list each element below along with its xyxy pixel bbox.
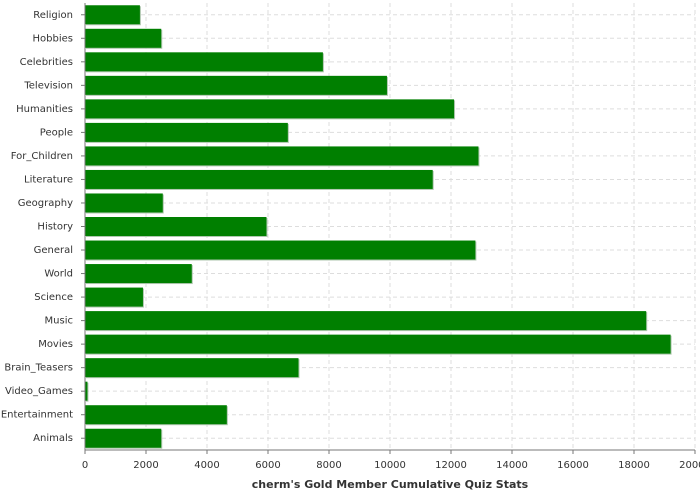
bar: [85, 311, 647, 331]
y-tick-label: Brain_Teasers: [4, 363, 73, 374]
y-tick-label: Religion: [33, 10, 73, 21]
y-tick-label: Science: [34, 292, 73, 303]
x-tick-label: 20000: [679, 460, 700, 471]
bar: [85, 193, 163, 213]
bar: [85, 5, 140, 25]
bar: [85, 75, 387, 95]
y-tick-label: Humanities: [16, 104, 73, 115]
bar: [85, 264, 192, 284]
x-tick-label: 12000: [435, 460, 467, 471]
bar: [85, 358, 299, 378]
y-tick-label: Animals: [33, 433, 73, 444]
y-tick-label: People: [40, 127, 73, 138]
x-axis-title: cherm's Gold Member Cumulative Quiz Stat…: [252, 478, 529, 491]
y-tick-label: Movies: [38, 339, 73, 350]
x-tick-label: 10000: [374, 460, 406, 471]
y-tick-label: Hobbies: [33, 33, 73, 44]
x-tick-label: 6000: [255, 460, 280, 471]
x-tick-label: 2000: [133, 460, 158, 471]
bar: [85, 122, 288, 142]
bar: [85, 428, 162, 448]
bar: [85, 381, 88, 401]
bar: [85, 405, 227, 425]
bar: [85, 334, 671, 354]
y-tick-label: Geography: [18, 198, 73, 209]
x-tick-label: 18000: [618, 460, 650, 471]
y-tick-label: History: [37, 222, 73, 233]
bar: [85, 52, 323, 72]
y-tick-label: World: [44, 269, 73, 280]
y-tick-label: Celebrities: [20, 57, 73, 68]
y-tick-label: General: [34, 245, 73, 256]
y-tick-label: Entertainment: [1, 410, 73, 421]
x-tick-label: 14000: [496, 460, 528, 471]
bar: [85, 240, 476, 260]
y-tick-label: For_Children: [11, 151, 73, 162]
x-tick-label: 0: [82, 460, 88, 471]
x-tick-label: 4000: [194, 460, 219, 471]
y-tick-label: Television: [23, 80, 73, 91]
x-tick-label: 8000: [316, 460, 341, 471]
bar: [85, 99, 455, 119]
bar: [85, 146, 479, 166]
bar: [85, 169, 433, 189]
bar: [85, 287, 143, 307]
y-tick-label: Literature: [24, 174, 73, 185]
y-tick-label: Video_Games: [5, 386, 73, 397]
y-tick-label: Music: [45, 316, 73, 327]
bar: [85, 28, 162, 48]
bar: [85, 217, 267, 236]
x-tick-label: 16000: [557, 460, 589, 471]
